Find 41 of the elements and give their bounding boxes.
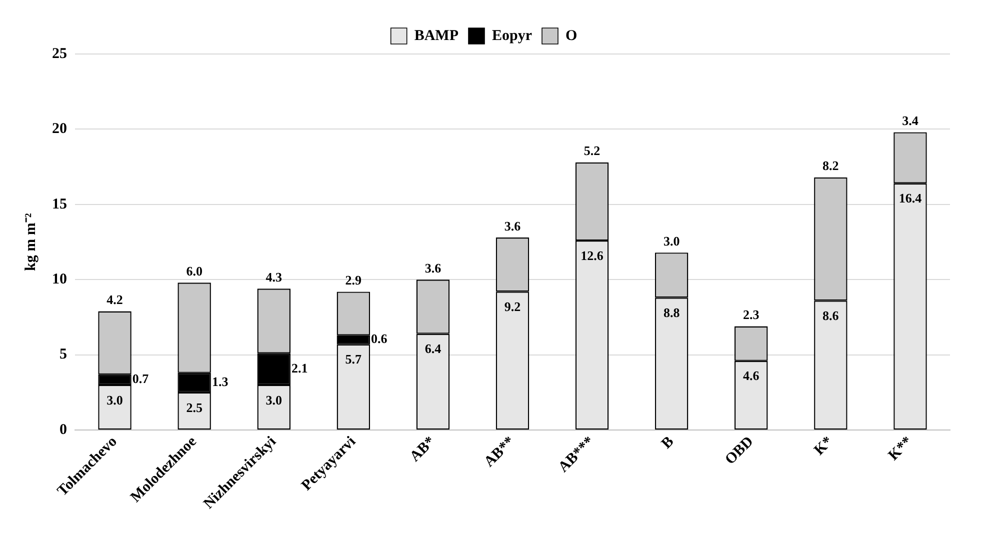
x-tick-label: OBD (722, 434, 757, 468)
data-label: 4.3 (266, 270, 282, 285)
y-axis-title: kg m m⁻² (22, 212, 39, 271)
data-label: 12.6 (580, 248, 604, 263)
data-label: 9.2 (504, 299, 521, 314)
data-label: 5.2 (584, 143, 600, 158)
data-label: 3.6 (424, 260, 442, 276)
data-label: 8.6 (822, 308, 840, 324)
legend-label: BAMP (414, 28, 459, 44)
data-label: 6.0 (186, 264, 202, 279)
data-label: 2.5 (186, 400, 203, 415)
legend-label: O (566, 28, 578, 44)
x-tick-label: AB* (407, 434, 439, 466)
data-label: 8.2 (822, 158, 839, 174)
data-label: 0.6 (371, 331, 388, 346)
data-label: 3.0 (106, 392, 123, 408)
data-label: 2.3 (743, 307, 760, 322)
data-label: 0.7 (132, 371, 150, 386)
data-label: 2.9 (345, 272, 362, 288)
legend-label: Eopyr (492, 28, 532, 44)
data-label: 4.2 (106, 292, 123, 308)
data-label: 3.4 (902, 113, 919, 128)
y-tick-label: 25 (52, 46, 67, 62)
y-tick-label: 15 (52, 196, 67, 212)
data-label: 3.6 (504, 218, 522, 234)
y-tick-label: 20 (52, 121, 67, 138)
x-tick-label: K* (811, 434, 836, 459)
x-tick-label: K** (886, 434, 916, 464)
data-label: 16.4 (898, 190, 922, 206)
data-label: 3.0 (663, 233, 680, 248)
data-label: 6.4 (424, 341, 442, 356)
x-tick-label: B (658, 434, 678, 452)
data-label: 8.8 (663, 305, 680, 320)
y-tick-label: 5 (60, 346, 67, 363)
data-label: 4.6 (743, 368, 760, 384)
data-label: 5.7 (345, 352, 362, 367)
y-tick-label: 0 (60, 422, 67, 438)
data-label: 1.3 (212, 374, 229, 390)
data-label: 2.1 (291, 360, 308, 376)
data-label: 3.0 (266, 392, 282, 408)
y-tick-label: 10 (52, 272, 67, 288)
